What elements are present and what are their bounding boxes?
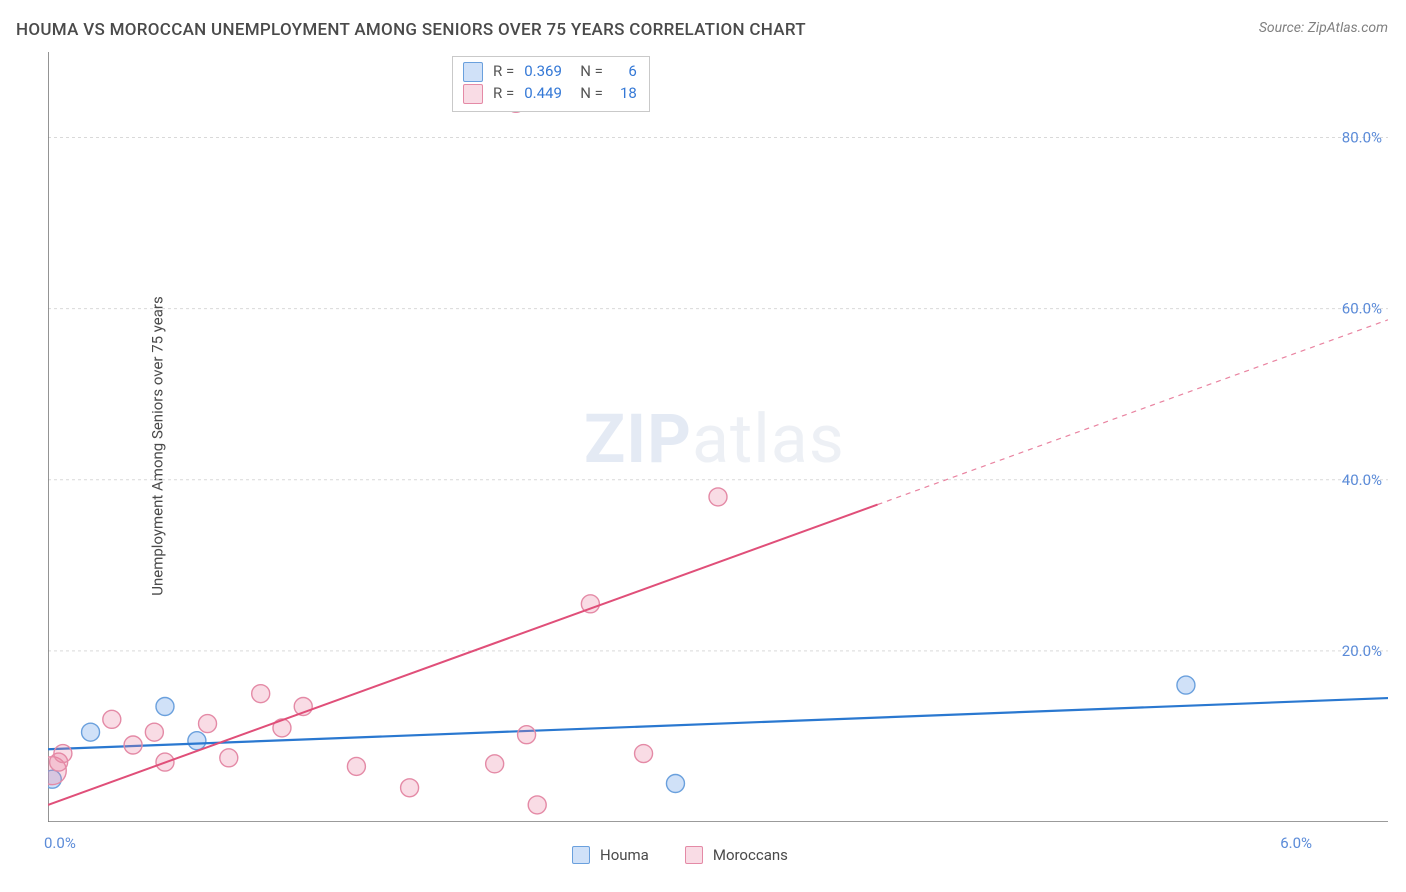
svg-text:60.0%: 60.0% [1342,300,1382,318]
chart-plot-area: 20.0%40.0%60.0%80.0% 0.0%6.0% [48,52,1388,822]
legend-swatch [685,846,703,864]
stat-n-label: N = [580,83,603,105]
chart-svg: 20.0% 40.0% 60.0% 80.0% [48,52,1388,822]
stat-r-value: 0.449 [524,83,570,105]
stats-row: R = 0.449 N = 18 [463,83,637,105]
legend-item: Moroccans [685,846,788,864]
legend-item: Houma [572,846,649,864]
stat-n-value: 6 [613,61,637,83]
stat-r-label: R = [493,61,514,83]
svg-text:20.0%: 20.0% [1342,642,1382,660]
chart-source: Source: ZipAtlas.com [1259,20,1388,36]
x-tick-label: 6.0% [1280,834,1312,852]
chart-title: HOUMA VS MOROCCAN UNEMPLOYMENT AMONG SEN… [16,20,806,40]
legend-swatch [463,84,483,104]
stats-row: R = 0.369 N = 6 [463,61,637,83]
legend-label: Moroccans [713,846,788,864]
stats-legend-box: R = 0.369 N = 6 R = 0.449 N = 18 [452,56,650,112]
stat-r-label: R = [493,83,514,105]
stat-n-value: 18 [613,83,637,105]
legend-label: Houma [600,846,649,864]
legend-swatch [463,62,483,82]
bottom-legend: Houma Moroccans [572,846,788,864]
stat-r-value: 0.369 [524,61,570,83]
stat-n-label: N = [580,61,603,83]
svg-text:80.0%: 80.0% [1342,129,1382,147]
x-tick-label: 0.0% [44,834,76,852]
legend-swatch [572,846,590,864]
svg-text:40.0%: 40.0% [1342,471,1382,489]
